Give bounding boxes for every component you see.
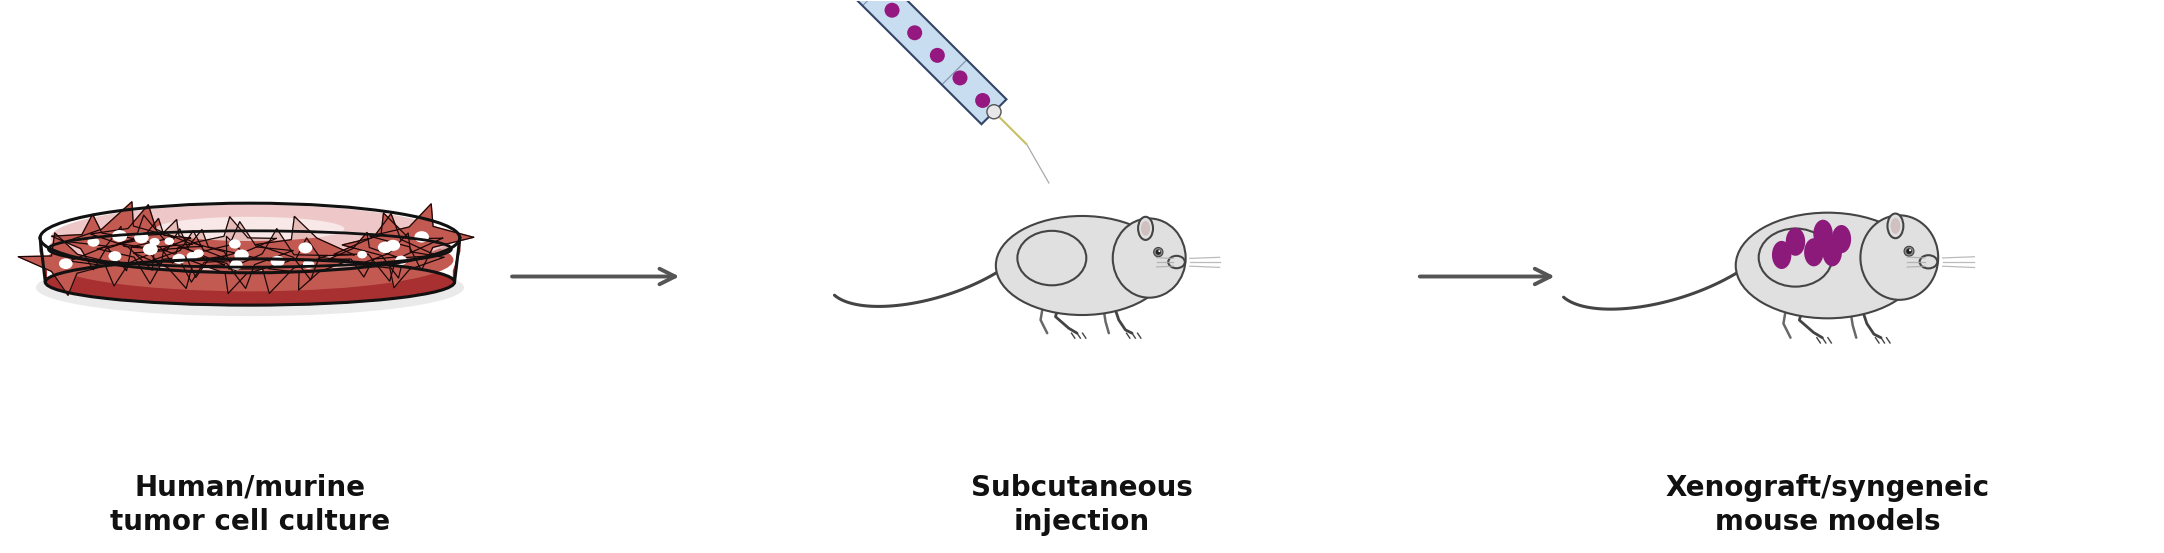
Ellipse shape xyxy=(379,242,392,253)
Polygon shape xyxy=(91,205,193,270)
Polygon shape xyxy=(268,238,348,290)
Ellipse shape xyxy=(396,255,407,265)
Ellipse shape xyxy=(1759,228,1833,286)
Ellipse shape xyxy=(270,255,286,267)
Ellipse shape xyxy=(1919,255,1937,268)
Polygon shape xyxy=(190,222,292,289)
Ellipse shape xyxy=(113,230,128,242)
Ellipse shape xyxy=(45,228,454,291)
Ellipse shape xyxy=(58,258,74,269)
Ellipse shape xyxy=(229,260,242,270)
Ellipse shape xyxy=(1744,255,1911,308)
Text: Human/murine
tumor cell culture: Human/murine tumor cell culture xyxy=(110,473,390,536)
Polygon shape xyxy=(370,204,474,270)
Polygon shape xyxy=(65,202,173,271)
Ellipse shape xyxy=(45,258,454,306)
Ellipse shape xyxy=(149,238,160,246)
Ellipse shape xyxy=(415,231,428,243)
Ellipse shape xyxy=(229,239,240,249)
Ellipse shape xyxy=(156,217,344,241)
Ellipse shape xyxy=(50,223,450,269)
Ellipse shape xyxy=(134,232,149,243)
Polygon shape xyxy=(154,231,232,282)
Circle shape xyxy=(1156,249,1160,255)
Polygon shape xyxy=(229,228,327,294)
Ellipse shape xyxy=(357,251,368,258)
Ellipse shape xyxy=(1805,238,1824,267)
Polygon shape xyxy=(333,213,437,281)
Ellipse shape xyxy=(193,249,203,258)
Polygon shape xyxy=(193,217,277,272)
Polygon shape xyxy=(255,216,355,280)
Ellipse shape xyxy=(37,259,463,316)
Ellipse shape xyxy=(1891,218,1900,234)
Ellipse shape xyxy=(385,240,400,251)
Ellipse shape xyxy=(1112,218,1186,298)
Ellipse shape xyxy=(907,25,922,40)
Polygon shape xyxy=(193,236,281,294)
Circle shape xyxy=(1153,248,1162,257)
Ellipse shape xyxy=(50,205,450,272)
Circle shape xyxy=(1904,246,1913,256)
Polygon shape xyxy=(359,233,444,288)
Ellipse shape xyxy=(186,252,197,261)
Polygon shape xyxy=(162,229,236,278)
Polygon shape xyxy=(134,229,225,289)
Ellipse shape xyxy=(1831,225,1850,253)
Ellipse shape xyxy=(1861,234,1896,284)
Ellipse shape xyxy=(995,216,1169,315)
Ellipse shape xyxy=(1813,220,1833,248)
Ellipse shape xyxy=(1887,213,1904,238)
Polygon shape xyxy=(119,218,190,265)
Ellipse shape xyxy=(1017,231,1086,285)
Ellipse shape xyxy=(1112,237,1147,283)
Text: Subcutaneous
injection: Subcutaneous injection xyxy=(972,473,1192,536)
Polygon shape xyxy=(342,213,444,278)
Ellipse shape xyxy=(1138,217,1153,240)
Ellipse shape xyxy=(1772,241,1792,269)
Ellipse shape xyxy=(87,237,100,247)
Ellipse shape xyxy=(976,93,991,108)
Ellipse shape xyxy=(952,70,967,85)
Polygon shape xyxy=(41,238,45,282)
Ellipse shape xyxy=(1861,215,1939,300)
Polygon shape xyxy=(136,220,203,263)
Ellipse shape xyxy=(987,105,1002,119)
Ellipse shape xyxy=(1822,238,1842,267)
Ellipse shape xyxy=(1785,228,1805,256)
Ellipse shape xyxy=(299,242,312,253)
Polygon shape xyxy=(97,215,203,284)
Ellipse shape xyxy=(173,254,186,264)
Ellipse shape xyxy=(108,251,121,261)
Ellipse shape xyxy=(143,243,158,255)
Ellipse shape xyxy=(234,249,249,261)
Text: Xenograft/syngeneic
mouse models: Xenograft/syngeneic mouse models xyxy=(1666,473,1989,536)
Polygon shape xyxy=(52,215,136,270)
Polygon shape xyxy=(69,227,160,286)
Ellipse shape xyxy=(164,237,173,245)
Polygon shape xyxy=(822,0,1006,124)
Ellipse shape xyxy=(1169,256,1186,268)
Ellipse shape xyxy=(1736,213,1919,319)
Ellipse shape xyxy=(931,48,946,63)
Polygon shape xyxy=(17,233,115,295)
Ellipse shape xyxy=(303,260,314,269)
Ellipse shape xyxy=(1004,255,1160,305)
Circle shape xyxy=(1906,248,1911,254)
Ellipse shape xyxy=(885,3,900,18)
Polygon shape xyxy=(454,238,459,282)
Ellipse shape xyxy=(1140,221,1149,236)
Polygon shape xyxy=(329,232,396,277)
